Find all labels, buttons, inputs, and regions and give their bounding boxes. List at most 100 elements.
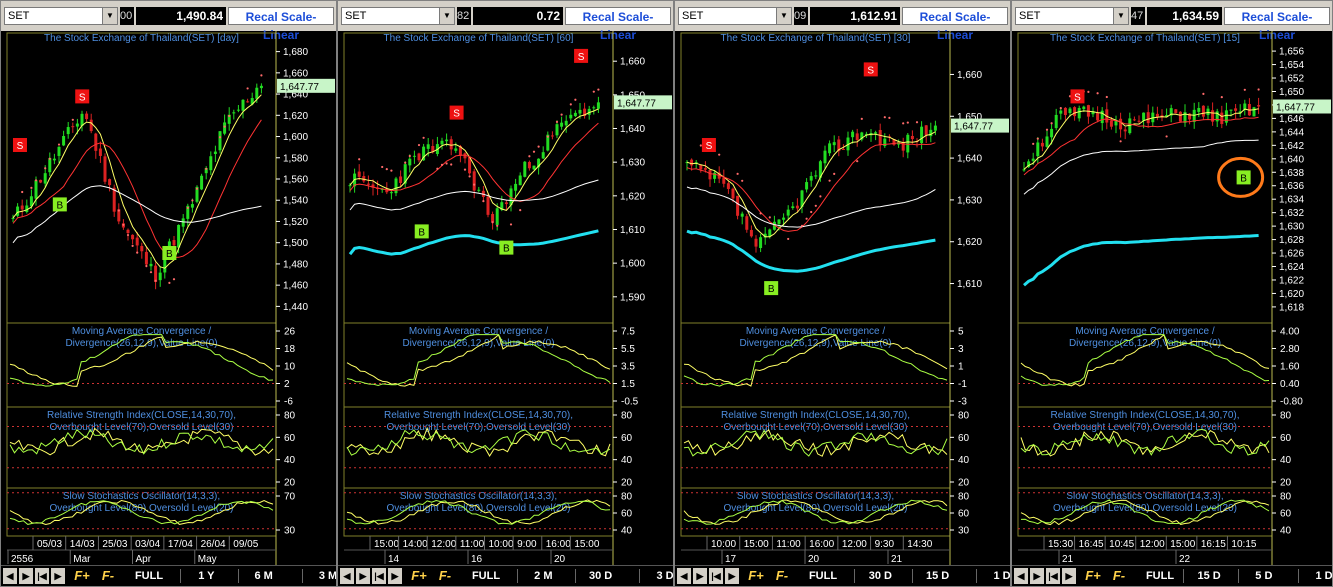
sar-dot — [168, 281, 171, 284]
scroll-left-icon[interactable]: ◀ — [340, 568, 354, 584]
symbol-select[interactable]: SET ▼ — [678, 7, 792, 25]
sar-dot — [191, 199, 194, 202]
chevron-down-icon[interactable]: ▼ — [102, 8, 117, 24]
candle-body — [195, 186, 199, 202]
macd-tick-label: 4.00 — [1280, 327, 1300, 338]
symbol-select[interactable]: SET ▼ — [4, 7, 118, 25]
candle-body — [901, 142, 905, 151]
recal-scale-button[interactable]: Recal Scale-Linear — [565, 7, 671, 42]
price-tick-label: 1,638 — [1279, 168, 1304, 179]
zoom-out-button[interactable]: F- — [101, 568, 115, 583]
sar-dot — [1257, 88, 1260, 91]
zoom-in-button[interactable]: F+ — [74, 568, 90, 583]
recal-scale-button[interactable]: Recal Scale-Linear — [1224, 7, 1330, 42]
candle-body — [172, 240, 176, 246]
recal-scale-button[interactable]: Recal Scale-Linear — [228, 7, 334, 42]
sar-dots — [1032, 88, 1260, 145]
range-button-3[interactable]: 3 D — [656, 570, 674, 582]
play-icon[interactable]: ▶ — [51, 568, 65, 584]
rsi-title-line2: Overbought Level(70),Oversold Level(30) — [50, 422, 234, 433]
candle-body — [491, 214, 495, 223]
chevron-down-icon[interactable]: ▼ — [776, 8, 791, 24]
range-button-3[interactable]: 3 M — [318, 570, 337, 582]
candle-body — [518, 175, 522, 186]
first-icon[interactable]: |◀ — [709, 568, 723, 584]
price-tick-label: 1,500 — [283, 238, 308, 249]
range-button-2[interactable]: 15 D — [926, 570, 950, 582]
sar-dot — [828, 179, 831, 182]
play-icon[interactable]: ▶ — [388, 568, 402, 584]
last-price-box — [1273, 99, 1331, 114]
range-button-1[interactable]: 2 M — [534, 570, 553, 582]
sar-dot — [149, 271, 153, 274]
last-price-box — [277, 78, 335, 93]
range-button-2[interactable]: 6 M — [254, 570, 273, 582]
sar-dot — [1036, 137, 1039, 140]
price-tick-label: 1,540 — [283, 196, 308, 207]
scroll-left-icon[interactable]: ◀ — [677, 568, 691, 584]
first-icon[interactable]: |◀ — [372, 568, 386, 584]
zoom-out-button[interactable]: F- — [775, 568, 789, 583]
recal-scale-button[interactable]: Recal Scale-Linear — [902, 7, 1008, 42]
last-price-label: 1,647.77 — [1276, 102, 1315, 113]
candle-body — [855, 133, 859, 140]
sar-dot — [404, 161, 407, 164]
candle-body — [596, 102, 600, 109]
candle-body — [1059, 110, 1063, 114]
range-button-1[interactable]: 1 Y — [198, 570, 215, 582]
scroll-right-icon[interactable]: ▶ — [19, 568, 33, 584]
sar-dot — [491, 221, 494, 224]
range-button-3[interactable]: 1 D — [1315, 570, 1333, 582]
first-icon[interactable]: |◀ — [35, 568, 49, 584]
sar-dot — [223, 125, 226, 128]
rsi-tick-label: 60 — [284, 433, 296, 444]
candle-body — [1123, 129, 1127, 132]
price-tick-label: 1,630 — [620, 158, 645, 169]
play-icon[interactable]: ▶ — [1062, 568, 1076, 584]
candle-body — [154, 265, 158, 282]
sar-dot — [1165, 135, 1168, 138]
macd-tick-label: 7.5 — [621, 327, 635, 338]
range-button-3[interactable]: 1 D — [993, 570, 1011, 582]
price-tick-label: 1,560 — [283, 175, 308, 186]
zoom-in-button[interactable]: F+ — [748, 568, 764, 583]
zoom-in-button[interactable]: F+ — [1085, 568, 1101, 583]
price-tick-label: 1,590 — [620, 292, 645, 303]
scroll-left-icon[interactable]: ◀ — [3, 568, 17, 584]
chevron-down-icon[interactable]: ▼ — [1113, 8, 1128, 24]
symbol-select[interactable]: SET ▼ — [1015, 7, 1129, 25]
candle-body — [509, 188, 513, 206]
zoom-out-button[interactable]: F- — [1112, 568, 1126, 583]
chevron-down-icon[interactable]: ▼ — [439, 8, 454, 24]
range-button-1[interactable]: 15 D — [1197, 570, 1221, 582]
candle-body — [1257, 105, 1261, 107]
candle-body — [1109, 120, 1113, 127]
toolbar-separator — [639, 569, 640, 583]
last-price-box — [614, 95, 672, 110]
range-button-0[interactable]: FULL — [1145, 570, 1175, 582]
scroll-left-icon[interactable]: ◀ — [1014, 568, 1028, 584]
sar-dot — [787, 237, 790, 241]
signal-letter: B — [418, 227, 425, 238]
range-button-1[interactable]: 30 D — [868, 570, 892, 582]
range-button-2[interactable]: 5 D — [1255, 570, 1273, 582]
scroll-right-icon[interactable]: ▶ — [693, 568, 707, 584]
play-icon[interactable]: ▶ — [725, 568, 739, 584]
range-button-0[interactable]: FULL — [134, 570, 164, 582]
zoom-in-button[interactable]: F+ — [411, 568, 427, 583]
range-button-0[interactable]: FULL — [808, 570, 838, 582]
candle-body — [468, 156, 472, 174]
zoom-out-button[interactable]: F- — [438, 568, 452, 583]
range-button-2[interactable]: 30 D — [589, 570, 613, 582]
scroll-right-icon[interactable]: ▶ — [1030, 568, 1044, 584]
symbol-select[interactable]: SET ▼ — [341, 7, 455, 25]
buy-signal-marker — [162, 246, 177, 260]
scroll-right-icon[interactable]: ▶ — [356, 568, 370, 584]
range-button-0[interactable]: FULL — [471, 570, 501, 582]
first-icon[interactable]: |◀ — [1046, 568, 1060, 584]
signal-letter: S — [79, 92, 86, 103]
macd-line — [1020, 334, 1270, 386]
sar-dot — [1220, 96, 1223, 99]
candle-body — [708, 169, 712, 180]
